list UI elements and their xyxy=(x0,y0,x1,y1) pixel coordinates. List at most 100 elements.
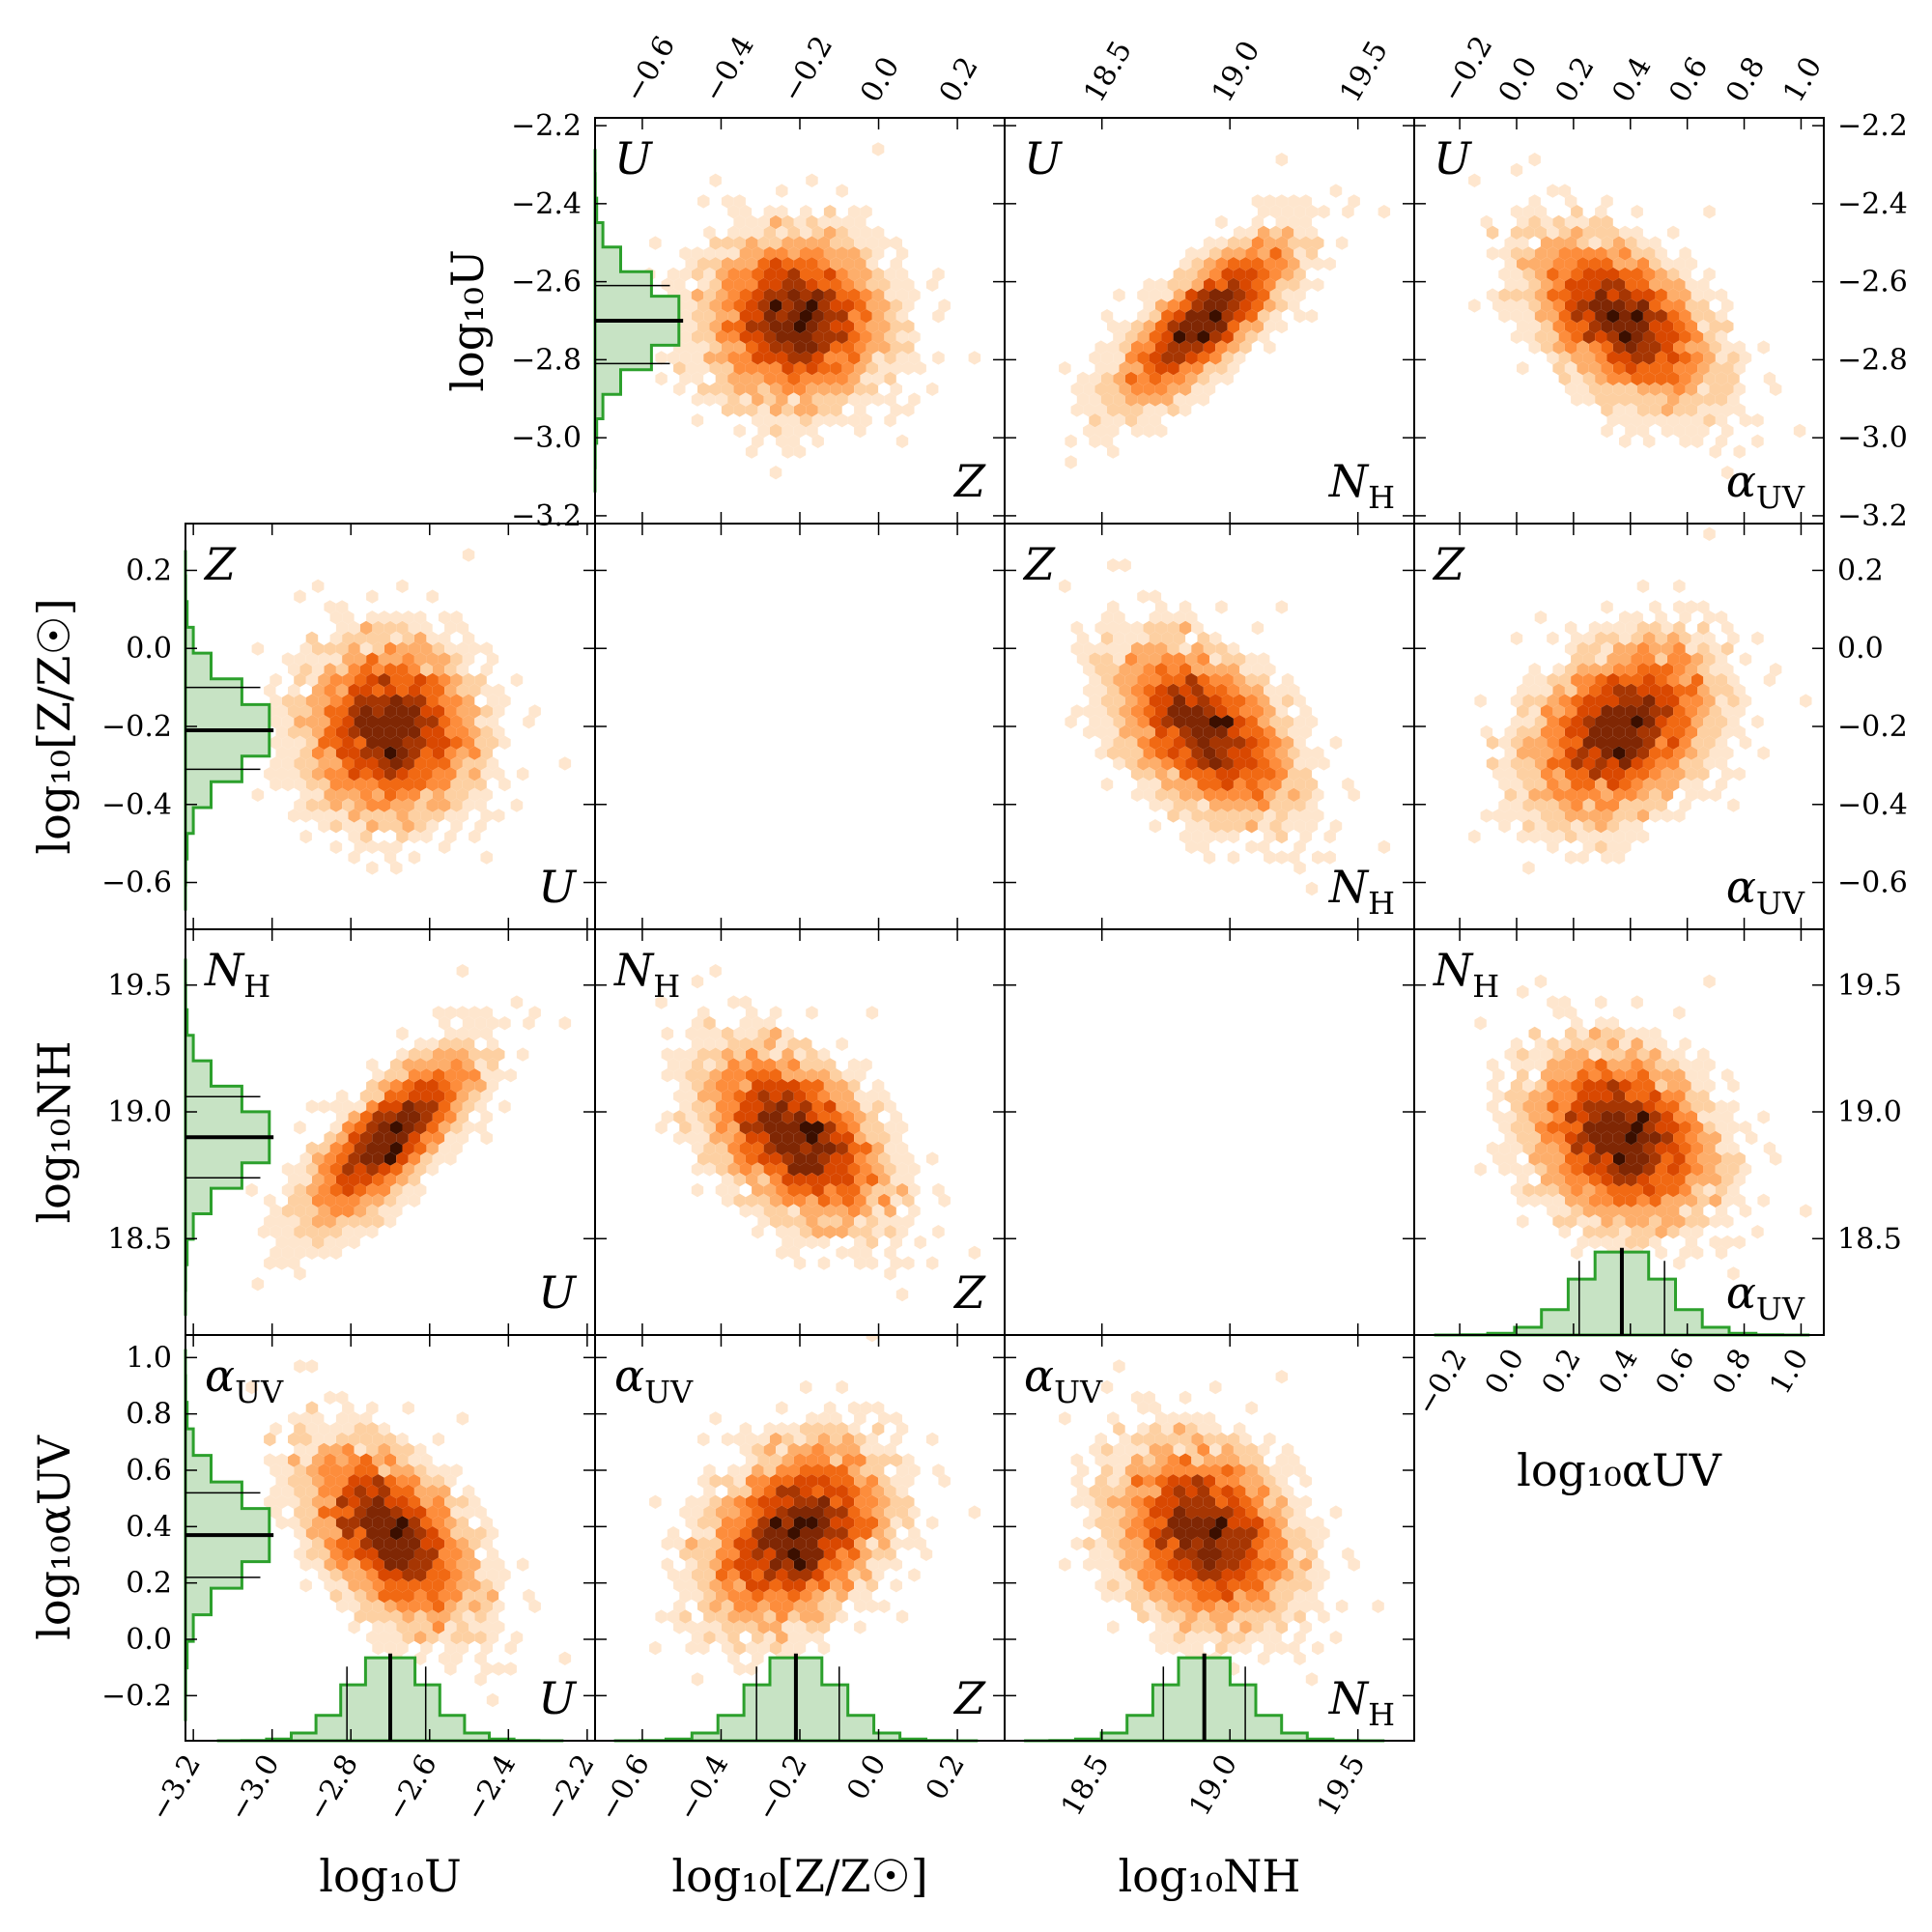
hexbin-cell xyxy=(1299,746,1312,760)
x-tick-label: 0.2 xyxy=(933,51,985,108)
hexbin-cell xyxy=(1215,663,1228,677)
hexbin-cell xyxy=(438,631,451,645)
hexbin-cell xyxy=(342,1588,355,1604)
hexbin-cell xyxy=(1631,631,1643,645)
hexbin-cell xyxy=(836,1442,848,1457)
hexbin-cell xyxy=(727,351,740,365)
hexbin-cell xyxy=(1619,371,1632,386)
hexbin-cell xyxy=(836,1162,848,1177)
hexbin-cell xyxy=(1215,214,1228,230)
x-tick-label: −2.6 xyxy=(380,1749,444,1828)
hexbin-cell xyxy=(1179,1432,1192,1447)
hexbin-cell xyxy=(787,1037,800,1051)
hexbin-cell xyxy=(1601,1151,1613,1166)
hexbin-cell xyxy=(1679,672,1691,688)
hexbin-cell xyxy=(480,767,493,781)
hexbin-cell xyxy=(474,1672,487,1687)
hexbin-cell xyxy=(366,839,379,854)
hexbin-cell xyxy=(1571,267,1583,282)
hexbin-cell xyxy=(806,1151,818,1166)
hexbin-cell xyxy=(1564,704,1577,719)
hexbin-cell xyxy=(1733,724,1746,740)
hexbin-cell xyxy=(420,1474,433,1489)
marginal-histogram-NH xyxy=(184,958,274,1317)
hexbin-cell xyxy=(1619,413,1632,428)
hexbin-cell xyxy=(830,1516,842,1530)
hexbin-cell xyxy=(359,1557,373,1572)
hexbin-cell xyxy=(1227,829,1240,844)
hexbin-cell xyxy=(444,1599,457,1613)
hexbin-cell xyxy=(480,1006,493,1020)
hexbin-cell xyxy=(1661,340,1674,355)
hexbin-cell xyxy=(811,1631,824,1645)
hexbin-cell xyxy=(1281,1505,1294,1520)
hexbin-cell xyxy=(396,1047,409,1062)
hexbin-cell xyxy=(402,1588,414,1604)
hexbin-cell xyxy=(787,371,800,386)
hexbin-cell xyxy=(1517,257,1529,271)
panel-frame xyxy=(1413,928,1825,1336)
hexbin-cell xyxy=(1564,1214,1577,1229)
hexbin-cell xyxy=(329,1099,343,1114)
hexbin-cell xyxy=(1124,1588,1138,1604)
hexbin-cell xyxy=(781,361,794,376)
hexbin-cell xyxy=(1528,704,1541,719)
hexbin-cell xyxy=(413,777,427,792)
hexbin-cell xyxy=(438,715,451,729)
hexbin-cell xyxy=(1107,1557,1120,1572)
hexbin-cell xyxy=(1264,1620,1276,1634)
hexbin-cell xyxy=(1528,829,1541,844)
hexbin-cell xyxy=(1528,724,1541,740)
hexbin-cell xyxy=(413,1505,427,1520)
hexbin-cell xyxy=(1727,715,1740,729)
hexbin-cell xyxy=(1167,1536,1179,1551)
hexbin-cell xyxy=(480,1130,493,1146)
hexbin-cell xyxy=(396,724,409,740)
hexbin-cell xyxy=(1299,257,1312,271)
hexbin-cell xyxy=(1209,1463,1222,1478)
hexbin-cell xyxy=(1130,403,1144,417)
hexbin-cell xyxy=(1185,1609,1198,1624)
hexbin-cell xyxy=(1203,809,1216,823)
hexbin-cell xyxy=(1558,819,1572,834)
hexbin-cell xyxy=(329,839,343,854)
hexbin-cell xyxy=(1528,194,1541,209)
y-tick-label: 1.0 xyxy=(126,1341,172,1375)
hexbin-panel-NH-vs-U xyxy=(245,964,572,1292)
hexbin-cell xyxy=(727,1505,740,1520)
hexbin-cell xyxy=(1167,1640,1179,1656)
hexbin-cell xyxy=(354,1204,367,1218)
hexbin-cell xyxy=(739,1078,753,1094)
hexbin-cell xyxy=(1769,663,1782,677)
hexbin-cell xyxy=(841,257,855,271)
hexbin-cell xyxy=(1305,881,1319,896)
hexbin-cell xyxy=(1245,652,1258,667)
hexbin-cell xyxy=(1685,1151,1698,1166)
hexbin-cell xyxy=(329,1568,343,1582)
hexbin-cell xyxy=(288,809,300,823)
hexbin-cell xyxy=(1679,1078,1691,1094)
hexbin-cell xyxy=(1547,1078,1559,1094)
hexbin-cell xyxy=(715,267,728,282)
hexbin-cell xyxy=(426,1588,439,1604)
hexbin-cell xyxy=(1571,329,1583,344)
hexbin-cell xyxy=(823,267,837,282)
hexbin-cell xyxy=(1100,672,1114,688)
hexbin-cell xyxy=(890,236,902,250)
hexbin-cell xyxy=(426,1631,439,1645)
hexbin-cell xyxy=(1288,683,1300,697)
hexbin-cell xyxy=(1100,1588,1114,1604)
hexbin-cell xyxy=(1721,1214,1734,1229)
hexbin-cell xyxy=(1233,1505,1246,1520)
hexbin-cell xyxy=(745,1516,758,1530)
hexbin-cell xyxy=(697,1432,710,1447)
hexbin-cell xyxy=(1227,809,1240,823)
hexbin-cell xyxy=(1269,715,1282,729)
hexbin-cell xyxy=(866,1006,879,1020)
hexbin-cell xyxy=(1552,829,1565,844)
hexbin-cell xyxy=(1582,1141,1596,1155)
hexbin-cell xyxy=(1293,1505,1306,1520)
hexbin-cell xyxy=(354,1442,367,1457)
hexbin-cell xyxy=(1631,329,1643,344)
hexbin-cell xyxy=(288,704,300,719)
